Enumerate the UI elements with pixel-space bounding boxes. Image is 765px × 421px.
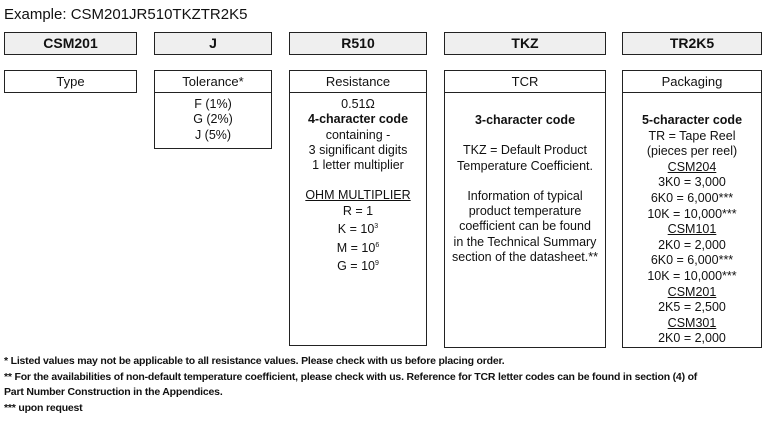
tolerance-option: J (5%)	[194, 127, 232, 142]
tolerance-option: G (2%)	[193, 112, 233, 127]
example-title: Example: CSM201JR510TKZTR2K5	[4, 6, 248, 23]
packaging-option: 2K5 = 2,500	[658, 300, 726, 315]
resistance-line: 3 significant digits	[308, 142, 408, 157]
label-type: Type	[4, 70, 137, 93]
resistance-heading: 4-character code	[307, 112, 409, 127]
packaging-option: 6K0 = 6,000***	[650, 253, 734, 268]
tcr-line: Information of typical	[467, 188, 583, 203]
footnote: * Listed values may not be applicable to…	[4, 355, 505, 367]
packaging-type: CSM204	[667, 159, 717, 174]
multiplier-row: G = 109	[337, 259, 379, 274]
packaging-option: 3K0 = 3,000	[658, 175, 726, 190]
label-resistance: Resistance	[289, 70, 427, 93]
footnote: Part Number Construction in the Appendic…	[4, 386, 223, 399]
resistance-line: 1 letter multiplier	[312, 158, 404, 173]
code-tolerance: J	[154, 32, 272, 55]
code-packaging: TR2K5	[622, 32, 762, 55]
code-tcr: TKZ	[444, 32, 606, 55]
resistance-line: containing -	[325, 127, 391, 142]
packaging-body: 5-character code TR = Tape Reel (pieces …	[622, 92, 762, 348]
tcr-line: section of the datasheet.**	[452, 250, 598, 265]
resistance-example: 0.51Ω	[341, 97, 375, 111]
code-resistance: R510	[289, 32, 427, 55]
footnote: *** upon request	[4, 401, 83, 414]
multiplier-title: OHM MULTIPLIER	[305, 188, 411, 203]
multiplier-row: K = 103	[337, 222, 379, 237]
tolerance-option: F (1%)	[194, 97, 232, 111]
tcr-heading: 3-character code	[474, 113, 576, 127]
resistance-body: 0.51Ω 4-character code containing - 3 si…	[289, 92, 427, 346]
packaging-option: 2K0 = 2,000	[658, 237, 726, 252]
packaging-type: CSM301	[667, 315, 717, 330]
tcr-line: Temperature Coefficient.	[457, 158, 593, 173]
label-tolerance: Tolerance*	[154, 70, 272, 93]
packaging-option: 10K = 10,000***	[647, 268, 737, 283]
tcr-line: product temperature	[468, 204, 582, 219]
label-packaging: Packaging	[622, 70, 762, 93]
code-type: CSM201	[4, 32, 137, 55]
packaging-type: CSM201	[667, 284, 717, 299]
footnote: ** For the availabilities of non-default…	[4, 370, 698, 383]
footnotes: * Listed values may not be applicable to…	[4, 354, 697, 416]
packaging-option: 6K0 = 6,000***	[650, 190, 734, 205]
multiplier-row: R = 1	[342, 203, 374, 218]
tcr-line: in the Technical Summary	[453, 234, 597, 249]
label-tcr: TCR	[444, 70, 606, 93]
tcr-line: coefficient can be found	[459, 219, 591, 234]
packaging-line: (pieces per reel)	[646, 144, 738, 159]
packaging-option: 10K = 10,000***	[647, 206, 737, 221]
packaging-line: TR = Tape Reel	[648, 128, 736, 143]
tcr-body: 3-character code TKZ = Default Product T…	[444, 92, 606, 348]
packaging-heading: 5-character code	[641, 113, 743, 127]
packaging-type: CSM101	[667, 222, 717, 237]
packaging-option: 2K0 = 2,000	[658, 331, 726, 346]
tcr-line: TKZ = Default Product	[462, 143, 587, 158]
tolerance-body: F (1%) G (2%) J (5%)	[154, 92, 272, 149]
multiplier-row: M = 106	[336, 240, 380, 255]
